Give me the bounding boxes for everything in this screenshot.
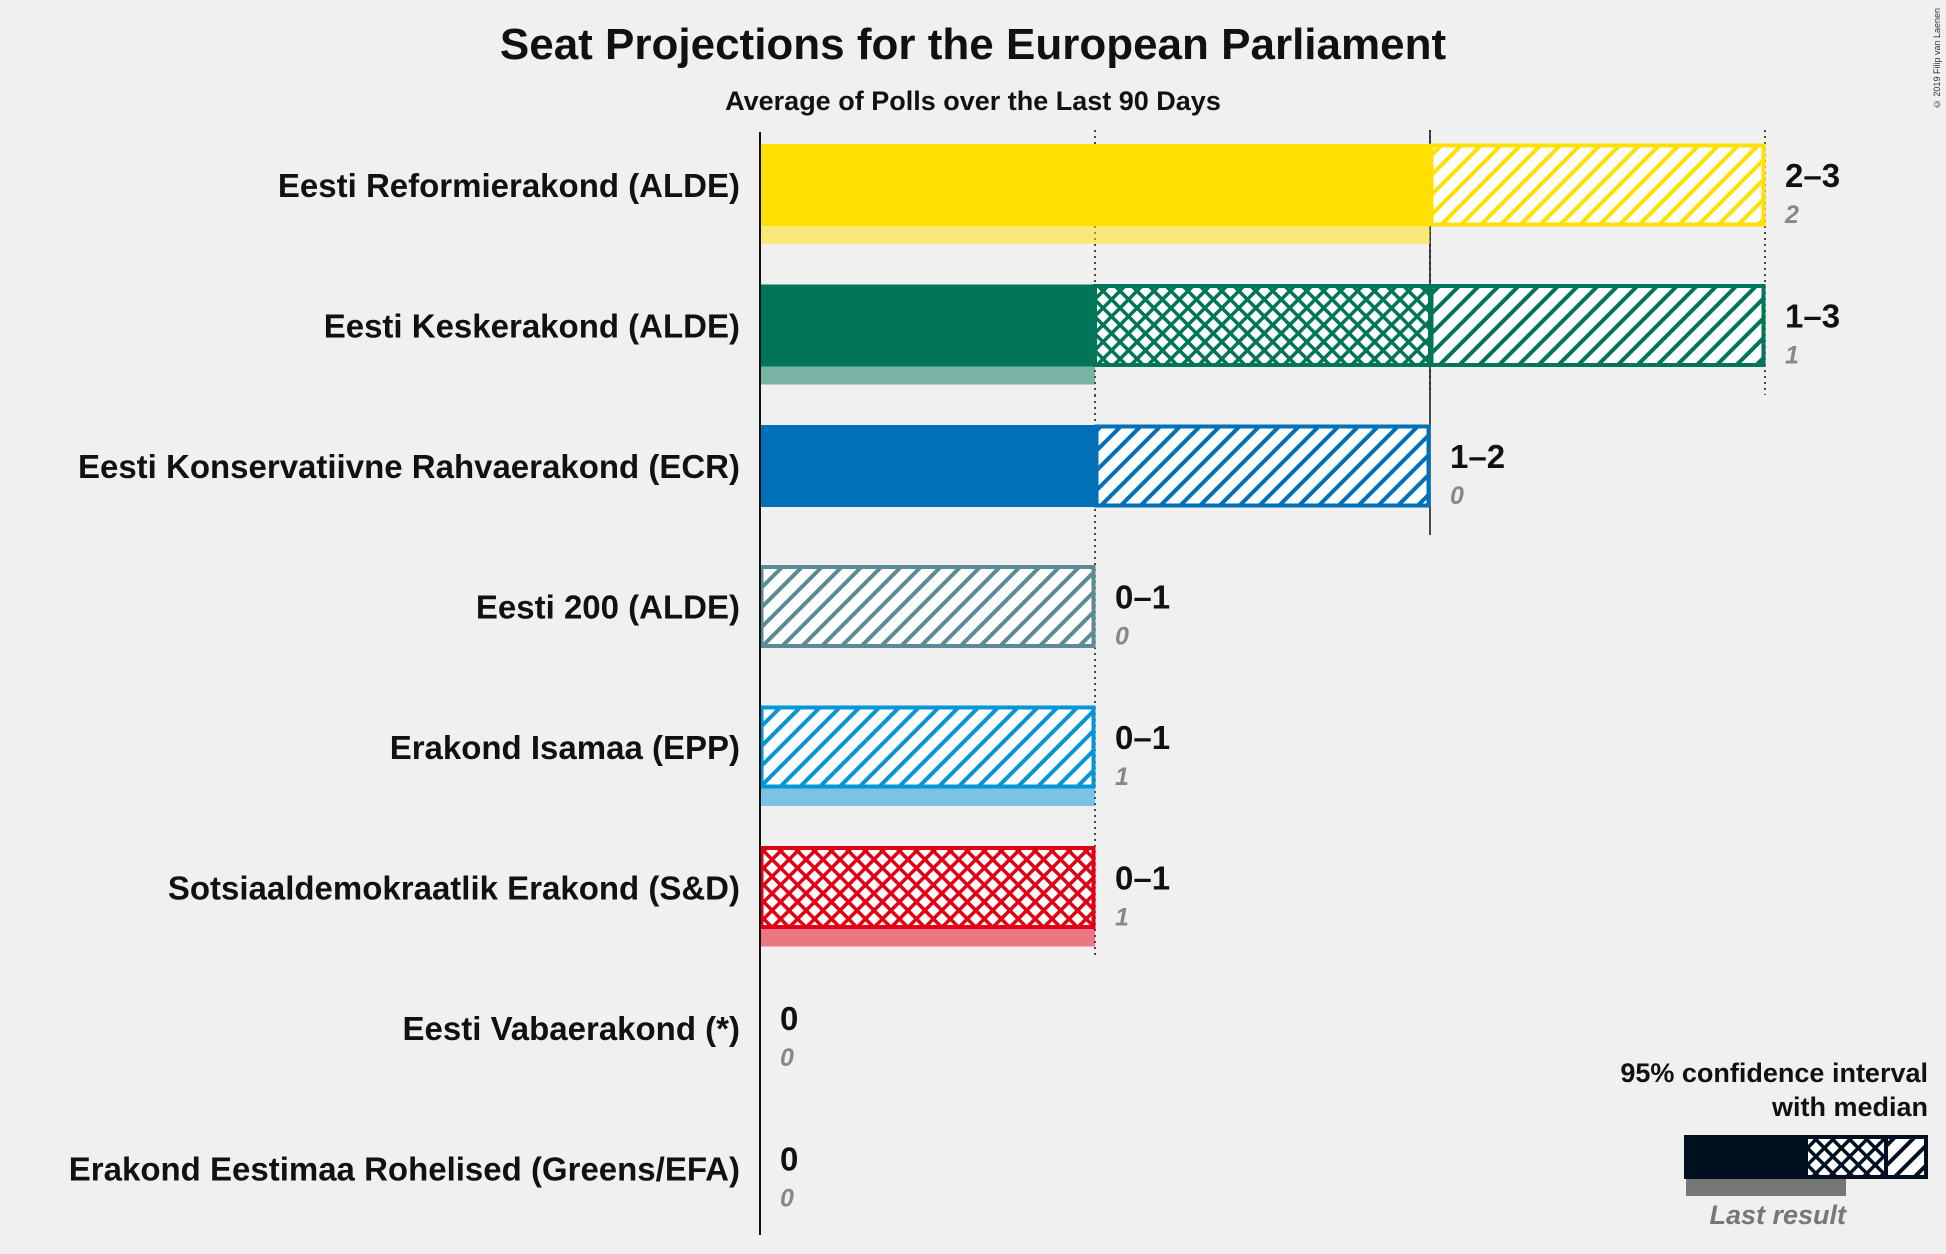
- last-result-label: 2: [1784, 201, 1799, 229]
- party-label: Eesti Konservatiivne Rahvaerakond (ECR): [78, 448, 740, 485]
- party-row-eesti-konservatiivne-rahvaerakond-ecr: [760, 424, 1431, 508]
- legend-last-result-bar: [1686, 1176, 1846, 1196]
- legend-solid-bar: [1684, 1135, 1806, 1179]
- party-row-eesti-200-alde: [759, 565, 1096, 648]
- gridlines: [1094, 130, 1766, 955]
- party-row-eesti-keskerakond-alde: [760, 284, 1766, 385]
- party-label: Eesti Reformierakond (ALDE): [278, 167, 740, 204]
- party-label: Eesti 200 (ALDE): [476, 589, 740, 626]
- bars: [759, 143, 1766, 947]
- legend-crosshatch-bar: [1804, 1135, 1888, 1179]
- party-label: Erakond Isamaa (EPP): [390, 729, 740, 766]
- legend-hatch-bar: [1884, 1135, 1928, 1179]
- ci-hatch-bar: [759, 565, 1096, 648]
- median-bar: [760, 425, 1095, 507]
- legend-median-label: with median: [1771, 1092, 1928, 1122]
- range-label: 0–1: [1115, 719, 1170, 756]
- chart-title: Seat Projections for the European Parlia…: [499, 20, 1447, 69]
- legend-last-result-label: Last result: [1709, 1200, 1847, 1230]
- party-label: Sotsiaaldemokraatlik Erakond (S&D): [168, 870, 740, 907]
- labels: Eesti Reformierakond (ALDE) 2–3 2 Eesti Kes…: [69, 157, 1840, 1213]
- median-bar: [760, 284, 1095, 367]
- party-row-eesti-reformierakond-alde: [760, 143, 1766, 244]
- party-row-sotsiaaldemokraatlik-erakond-s-d: [759, 846, 1096, 947]
- range-label: 0–1: [1115, 860, 1170, 897]
- range-label: 1–2: [1450, 438, 1505, 475]
- last-result-label: 0: [780, 1044, 794, 1072]
- last-result-label: 0: [780, 1185, 794, 1213]
- range-label: 2–3: [1785, 157, 1840, 194]
- party-label: Erakond Eestimaa Rohelised (Greens/EFA): [69, 1151, 740, 1188]
- ci-hatch-bar: [1429, 284, 1766, 367]
- ci-crosshatch-bar: [1093, 284, 1432, 367]
- legend-ci-label: 95% confidence interval: [1620, 1058, 1928, 1088]
- range-label: 0–1: [1115, 579, 1170, 616]
- party-row-erakond-isamaa-epp: [759, 705, 1096, 806]
- range-label: 1–3: [1785, 298, 1840, 335]
- last-result-label: 1: [1115, 763, 1129, 791]
- party-label: Eesti Keskerakond (ALDE): [324, 308, 740, 345]
- range-label: 0: [780, 1141, 798, 1178]
- chart-subtitle: Average of Polls over the Last 90 Days: [725, 86, 1221, 116]
- ci-hatch-bar: [1429, 143, 1766, 227]
- last-result-label: 1: [1115, 904, 1129, 932]
- ci-crosshatch-bar: [759, 846, 1096, 929]
- median-bar: [760, 144, 1430, 226]
- ci-hatch-bar: [759, 705, 1096, 789]
- range-label: 0: [780, 1000, 798, 1037]
- legend: 95% confidence interval with median Last r…: [1620, 1058, 1928, 1230]
- last-result-label: 0: [1450, 482, 1464, 510]
- last-result-label: 1: [1785, 342, 1799, 370]
- ci-hatch-bar: [1094, 424, 1431, 508]
- party-label: Eesti Vabaerakond (*): [403, 1010, 740, 1047]
- last-result-label: 0: [1115, 623, 1129, 651]
